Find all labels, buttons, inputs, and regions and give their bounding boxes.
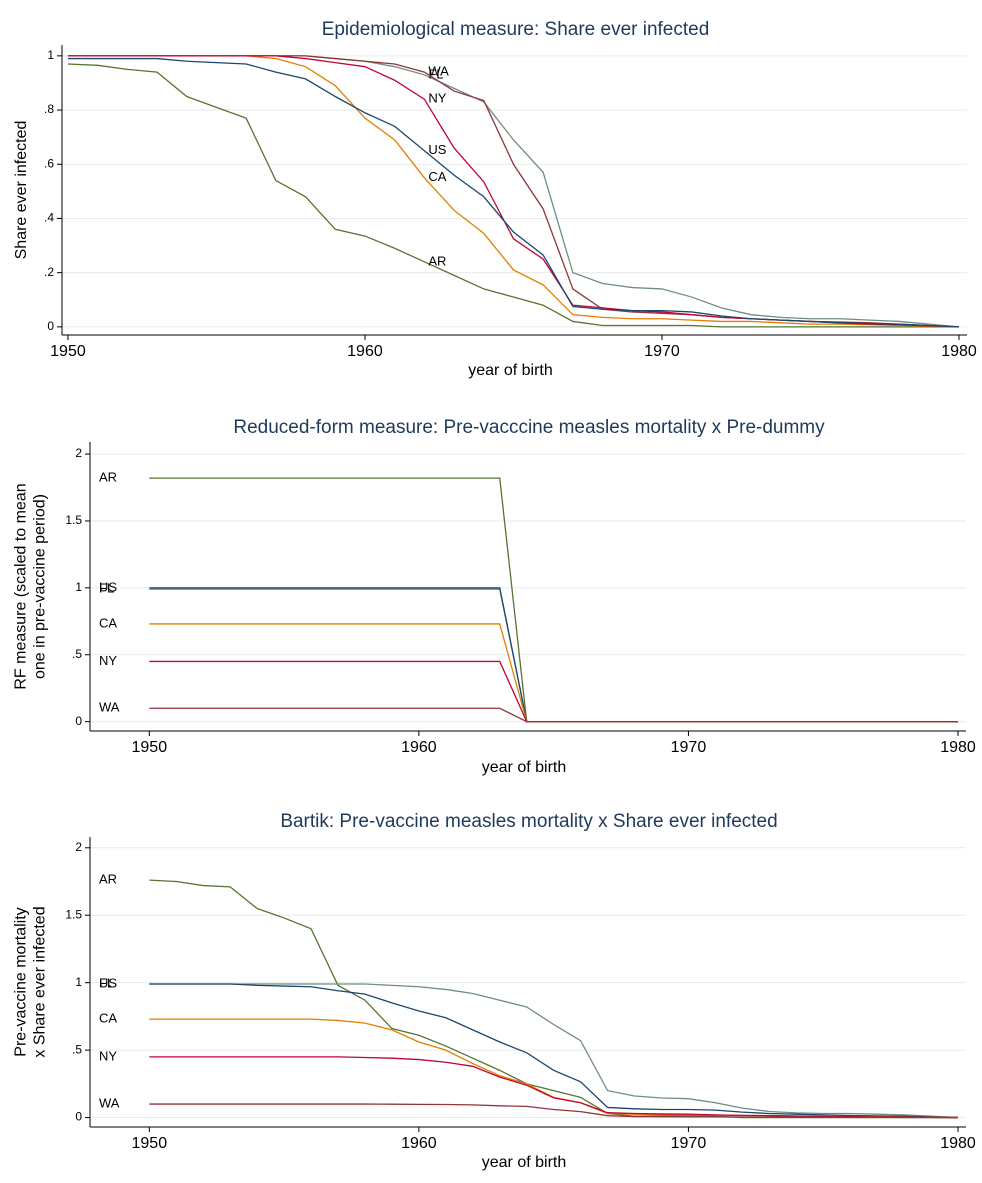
chart-title: Reduced-form measure: Pre-vacccine measl… bbox=[233, 417, 825, 438]
y-tick-label: 1 bbox=[47, 48, 54, 62]
x-tick-label: 1970 bbox=[644, 343, 680, 360]
series-line bbox=[149, 707, 958, 723]
x-tick-label: 1980 bbox=[940, 1135, 976, 1152]
y-tick-label: 2 bbox=[75, 446, 82, 460]
chart-title: Epidemiological measure: Share ever infe… bbox=[322, 19, 710, 40]
x-axis-title: year of birth bbox=[482, 1154, 566, 1171]
series-line bbox=[67, 55, 960, 328]
series-label: WA bbox=[428, 64, 449, 79]
series-label: US bbox=[428, 142, 446, 157]
series-line bbox=[149, 879, 958, 1119]
series-label: NY bbox=[99, 653, 117, 668]
y-tick-label: .4 bbox=[44, 211, 54, 225]
series-line bbox=[149, 983, 959, 1119]
x-tick-label: 1950 bbox=[50, 343, 86, 360]
y-tick-label: .5 bbox=[72, 647, 82, 661]
series-label: AR bbox=[99, 872, 117, 887]
chart-title: Bartik: Pre-vaccine measles mortality x … bbox=[280, 811, 777, 832]
y-tick-label: 1.5 bbox=[65, 513, 82, 527]
series-label: NY bbox=[99, 1048, 117, 1063]
x-tick-label: 1950 bbox=[132, 1135, 168, 1152]
y-tick-label: 0 bbox=[75, 1110, 82, 1124]
y-tick-label: 0 bbox=[75, 714, 82, 728]
y-tick-label: .6 bbox=[44, 156, 54, 170]
x-tick-label: 1980 bbox=[941, 343, 977, 360]
y-tick-label: .5 bbox=[72, 1042, 82, 1056]
y-axis-title: RF measure (scaled to mean bbox=[13, 483, 30, 689]
x-tick-label: 1960 bbox=[347, 343, 383, 360]
series-label: WA bbox=[99, 700, 120, 715]
x-axis-title: year of birth bbox=[482, 759, 566, 776]
x-axis-title: year of birth bbox=[468, 362, 552, 379]
series-line bbox=[149, 983, 959, 1119]
y-tick-label: 1 bbox=[75, 580, 82, 594]
series-label: CA bbox=[99, 1011, 117, 1026]
series-line bbox=[149, 588, 958, 723]
x-tick-label: 1970 bbox=[671, 739, 707, 756]
x-tick-label: 1980 bbox=[940, 739, 976, 756]
series-line bbox=[67, 55, 960, 328]
y-tick-label: 2 bbox=[75, 840, 82, 854]
y-tick-label: .2 bbox=[44, 265, 54, 279]
series-line bbox=[149, 1018, 959, 1119]
series-line bbox=[149, 623, 958, 723]
x-tick-label: 1960 bbox=[401, 1135, 437, 1152]
series-line bbox=[67, 57, 960, 328]
series-line bbox=[149, 477, 958, 723]
series-line bbox=[149, 660, 958, 723]
y-axis-title: Pre-vaccine mortality bbox=[13, 907, 30, 1056]
series-line bbox=[67, 55, 960, 328]
series-label: CA bbox=[99, 615, 117, 630]
x-tick-label: 1970 bbox=[671, 1135, 707, 1152]
series-label: NY bbox=[428, 91, 446, 106]
series-label: FL bbox=[99, 581, 114, 596]
y-tick-label: .8 bbox=[44, 102, 54, 116]
x-tick-label: 1950 bbox=[132, 739, 168, 756]
panel: Bartik: Pre-vaccine measles mortality x … bbox=[13, 811, 976, 1171]
series-label: FL bbox=[99, 975, 114, 990]
panel: Reduced-form measure: Pre-vacccine measl… bbox=[13, 417, 976, 776]
series-label: WA bbox=[99, 1096, 120, 1111]
x-tick-label: 1960 bbox=[401, 739, 437, 756]
y-axis-title: one in pre-vaccine period) bbox=[32, 494, 49, 679]
y-tick-label: 1 bbox=[75, 975, 82, 989]
series-label: US bbox=[99, 975, 117, 990]
series-line bbox=[67, 55, 960, 328]
series-line bbox=[149, 1056, 959, 1119]
series-label: US bbox=[99, 579, 117, 594]
y-axis-title: x Share ever infected bbox=[32, 906, 49, 1057]
y-tick-label: 1.5 bbox=[65, 907, 82, 921]
series-line bbox=[67, 63, 959, 328]
series-label: AR bbox=[99, 470, 117, 485]
panel: Epidemiological measure: Share ever infe… bbox=[13, 19, 977, 379]
series-label: AR bbox=[428, 253, 446, 268]
y-tick-label: 0 bbox=[47, 319, 54, 333]
y-axis-title: Share ever infected bbox=[13, 121, 30, 260]
series-label: CA bbox=[428, 169, 446, 184]
series-line bbox=[149, 1103, 959, 1119]
